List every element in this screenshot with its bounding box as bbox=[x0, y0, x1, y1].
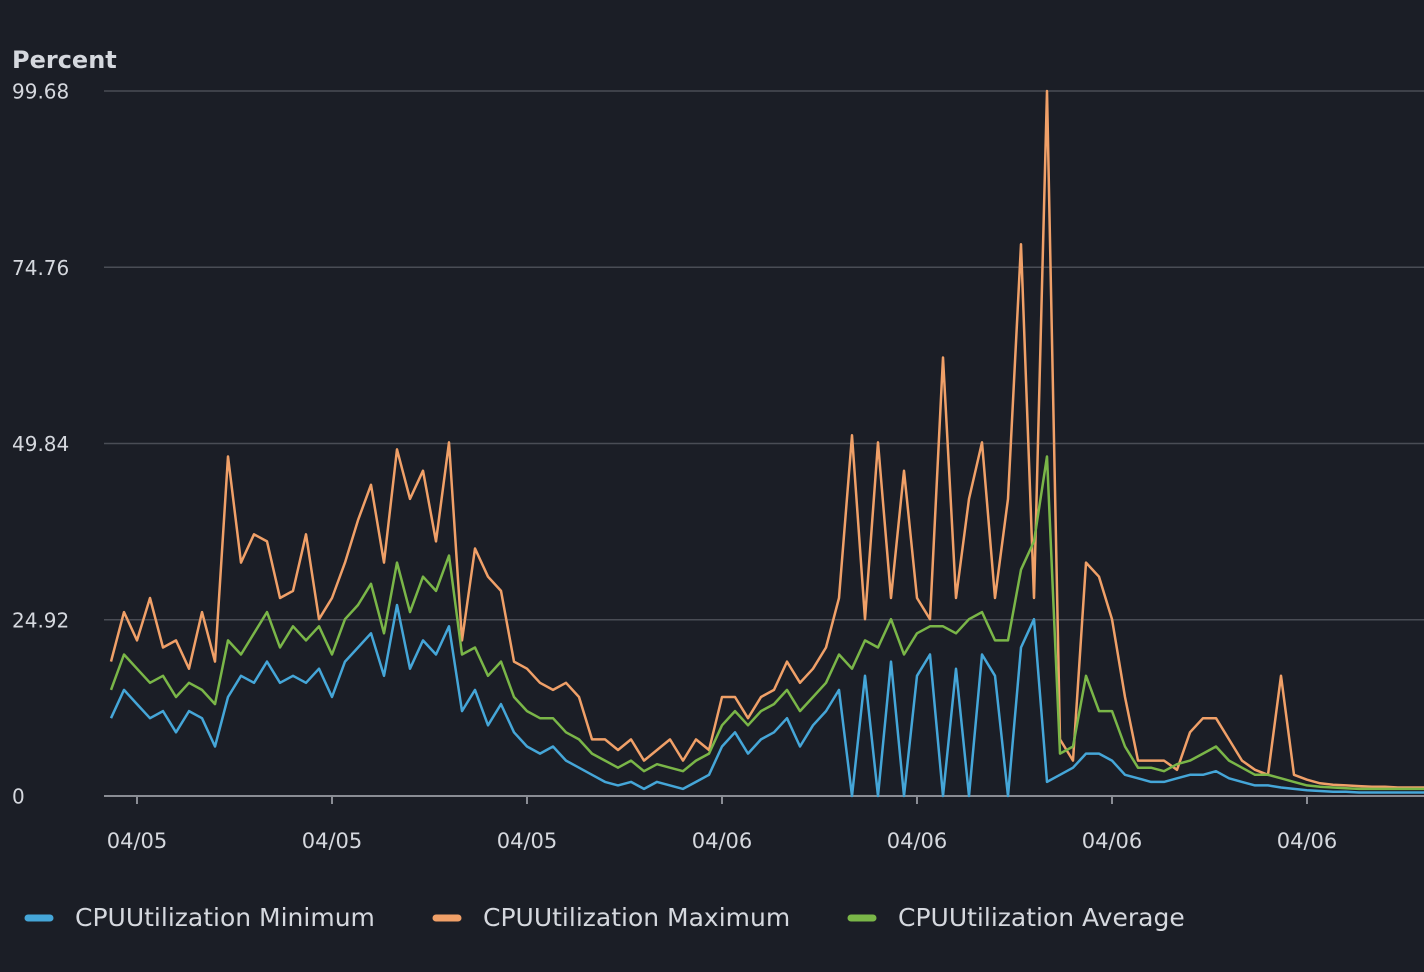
x-tick-label: 04/05 bbox=[302, 829, 363, 853]
grid: 0 24.92 49.84 74.76 99.68 04/05 04/05 04/05 04/0… bbox=[12, 80, 1424, 853]
x-tick-label: 04/06 bbox=[887, 829, 948, 853]
y-tick-label: 74.76 bbox=[12, 256, 69, 280]
y-tick-label: 0 bbox=[12, 785, 25, 809]
legend-label: CPUUtilization Maximum bbox=[483, 903, 790, 932]
x-tick-label: 04/05 bbox=[107, 829, 168, 853]
legend-label: CPUUtilization Minimum bbox=[75, 903, 375, 932]
legend: CPUUtilization Minimum CPUUtilization Max… bbox=[24, 903, 1185, 932]
y-tick-label: 24.92 bbox=[12, 608, 69, 632]
x-tick-label: 04/06 bbox=[692, 829, 753, 853]
y-tick-label: 49.84 bbox=[12, 432, 69, 456]
x-tick-label: 04/06 bbox=[1082, 829, 1143, 853]
data-line bbox=[109, 603, 1424, 798]
x-tick-label: 04/05 bbox=[497, 829, 558, 853]
x-tick-label: 04/06 bbox=[1277, 829, 1338, 853]
legend-label: CPUUtilization Average bbox=[898, 903, 1185, 932]
y-axis-title: Percent bbox=[12, 46, 117, 74]
y-tick-label: 99.68 bbox=[12, 80, 69, 104]
data-line bbox=[109, 455, 1424, 791]
plot-area bbox=[109, 89, 1424, 798]
data-line bbox=[109, 89, 1424, 789]
